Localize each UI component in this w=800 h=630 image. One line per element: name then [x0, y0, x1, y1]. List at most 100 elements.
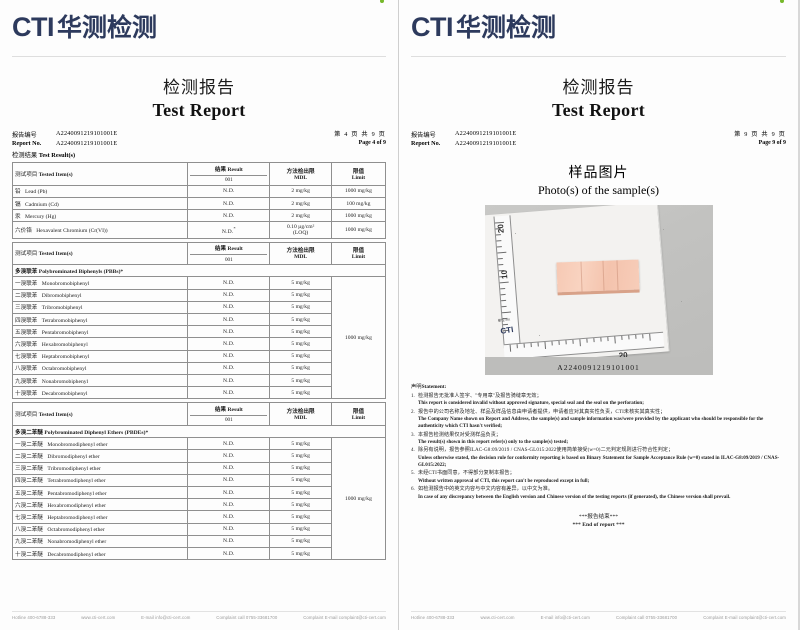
section-title-cn: 样品图片	[568, 166, 629, 182]
item-name-en: Heptabromobiphenyl	[41, 354, 90, 361]
ruler-h-label-20: 20	[617, 350, 628, 358]
item-name-cn: 十溴联苯	[15, 390, 38, 397]
statement-text-cn: 本报告检测结果仅对受测样品负责；	[418, 431, 502, 438]
col-header-mdl: 方法检出限 MDL	[269, 241, 332, 266]
item-name-cn: 九溴二苯醚	[15, 539, 43, 546]
statement-item: 5. 未经CTI书面同意，不得部分复制本报告； Without written …	[411, 470, 786, 484]
item-name-cn: 六价铬	[15, 228, 32, 234]
cell-mdl: 5 mg/kg	[269, 288, 332, 302]
cell-result: N.D.	[187, 510, 271, 524]
item-name-en: Mercury (Hg)	[25, 213, 57, 220]
header-divider	[12, 56, 386, 57]
table-row: 六溴二苯醚 Hexabromodiphenyl ether N.D. 5 mg/…	[11, 498, 386, 512]
statement-item: 2. 报告中的公司名称及地址、样品及样品信息由申请者提供，申请者应对其真实性负责…	[411, 409, 786, 431]
page-title-cn: 检测报告	[163, 78, 235, 97]
cell-item: 三溴联苯 Tribromobiphenyl	[11, 300, 189, 315]
cell-result: N.D.	[187, 461, 271, 475]
cell-result: N.D.	[187, 473, 271, 487]
item-name-en: Tetrabromobiphenyl	[41, 317, 88, 324]
cell-limit: 1000 mg/kg	[330, 221, 387, 239]
table-row: 二溴联苯 Dibromobiphenyl N.D. 5 mg/kg	[11, 288, 386, 302]
cell-result: N.D.	[187, 313, 271, 327]
page-number-cn: 第 4 页 共 9 页	[334, 131, 386, 138]
item-name-cn: 七溴二苯醚	[15, 514, 43, 521]
cell-result: N.D.	[187, 386, 271, 400]
cell-mdl: 0.10 µg/cm² (LOQ)	[269, 221, 332, 239]
footer-website[interactable]: www.cti-cert.com	[480, 615, 515, 620]
cell-item: 六溴二苯醚 Hexabromodiphenyl ether	[11, 498, 189, 512]
item-name-cn: 十溴二苯醚	[15, 551, 43, 558]
footer-website[interactable]: www.cti-cert.com	[81, 615, 116, 620]
footer-complaint-email[interactable]: Complaint E-mail complaint@cti-cert.com	[303, 615, 386, 620]
item-name-en: Nonabromobiphenyl	[41, 378, 89, 385]
table-row: 汞 Mercury (Hg) N.D. 2 mg/kg 1000 mg/kg	[11, 209, 387, 223]
col-header-item-cn: 测试项目	[15, 412, 38, 419]
col-header-limit-en: Limit	[351, 254, 366, 261]
item-name-cn: 八溴二苯醚	[15, 527, 43, 534]
item-name-cn: 镉	[15, 201, 21, 208]
cell-result-value: N.D.	[221, 228, 234, 235]
col-header-result: 结果 Result 001	[187, 402, 271, 427]
footer-email[interactable]: E-mail info@cti-cert.com	[540, 615, 590, 620]
item-name-cn: 二溴二苯醚	[15, 454, 43, 460]
statement-body: 本报告检测结果仅对受测样品负责； The result(s) shown in …	[418, 432, 786, 446]
sample-photograph: 20 10	[484, 205, 713, 358]
page-number-en: Page 9 of 9	[758, 140, 786, 147]
col-header-limit-en: Limit	[351, 415, 366, 422]
statement-item: 3. 本报告检测结果仅对受测样品负责； The result(s) shown …	[411, 432, 786, 446]
cell-mdl: 5 mg/kg	[269, 461, 332, 475]
group-row: 多溴联苯 Polybrominated Biphenyls (PBBs)*	[12, 264, 386, 278]
cell-limit: 100 mg/kg	[330, 197, 387, 211]
statement-text-en: Without written approval of CTI, this re…	[418, 477, 590, 484]
statement-number: 6.	[411, 486, 415, 493]
table-row: 六价铬 Hexavalent Chromium (Cr(VI)) N.D.* 0…	[11, 221, 387, 239]
statement-section: 声明Statement: 1. 检测报告无批准人签字、"专用章"及报告骑缝章无效…	[411, 384, 786, 529]
cell-result: N.D.	[187, 546, 271, 561]
item-name-en: Decabromodiphenyl ether	[47, 551, 106, 558]
item-name-en: Dibromobiphenyl	[41, 293, 82, 300]
item-name-en: Dibromodiphenyl ether	[47, 454, 100, 460]
cell-item: 一溴二苯醚 Monobromodiphenyl ether	[11, 437, 189, 451]
footer-complaint-email[interactable]: Complaint E-mail complaint@cti-cert.com	[703, 615, 786, 620]
table-row: 铅 Lead (Pb) N.D. 2 mg/kg 1000 mg/kg	[11, 184, 387, 199]
footer-divider	[411, 611, 786, 612]
report-no-value-en: A2240091219101001E	[56, 140, 118, 147]
statement-text-en: The Company Name shown on Report and Add…	[418, 415, 764, 429]
table-row: 六溴联苯 Hexabromobiphenyl N.D. 5 mg/kg	[11, 337, 386, 351]
cell-mdl-value: 0.10 µg/cm²	[286, 224, 315, 230]
item-name-en: Decabromobiphenyl	[41, 390, 88, 397]
test-results-label: 检测结果 Test Result(s)	[12, 150, 386, 159]
item-name-cn: 四溴联苯	[15, 317, 38, 324]
results-table-pbdes: 测试项目 Tested Item(s) 结果 Result 001 方法检出限 …	[11, 402, 387, 561]
section-title-en: Photo(s) of the sample(s)	[538, 183, 659, 198]
statement-item: 1. 检测报告无批准人签字、"专用章"及报告骑缝章无效； This report…	[411, 393, 786, 407]
statement-heading-cn: 声明	[411, 384, 422, 391]
cell-result: N.D.	[187, 361, 271, 375]
cell-mdl: 5 mg/kg	[269, 300, 332, 315]
statement-heading-en: Statement:	[421, 384, 447, 391]
group-title-cn: 多溴二苯醚	[15, 429, 43, 436]
table-row: 十溴联苯 Decabromobiphenyl N.D. 5 mg/kg	[11, 386, 386, 400]
report-page-4: CTI 华测检测 检测报告 Test Report 报告编号 A22400912…	[0, 0, 399, 630]
logo-green-dot-icon	[380, 0, 384, 3]
table-row: 四溴联苯 Tetrabromobiphenyl N.D. 5 mg/kg	[11, 313, 386, 327]
cell-limit-shared: 1000 mg/kg	[330, 276, 387, 400]
footer-email[interactable]: E-mail info@cti-cert.com	[141, 615, 191, 620]
cell-item: 十溴联苯 Decabromobiphenyl	[11, 386, 189, 400]
cell-mdl: 5 mg/kg	[269, 276, 332, 290]
col-header-item-cn: 测试项目	[15, 251, 38, 258]
ruler-h-label-10: 10	[548, 356, 558, 357]
ruler-v-label-10: 10	[499, 269, 509, 280]
cell-group-title: 多溴联苯 Polybrominated Biphenyls (PBBs)*	[12, 264, 386, 278]
statement-item: 6. 如检测报告中的英文内容与中文内容有差异，以中文为准。 In case of…	[411, 486, 786, 500]
cell-mdl: 2 mg/kg	[269, 197, 332, 211]
footnote-marker: *	[233, 225, 236, 231]
col-header-limit-cn: 限值	[352, 409, 365, 416]
item-name-cn: 五溴联苯	[15, 329, 38, 336]
report-no-value-en: A2240091219101001E	[455, 140, 517, 147]
cell-mdl: 5 mg/kg	[269, 498, 332, 512]
cell-mdl: 5 mg/kg	[269, 325, 332, 339]
cell-mdl: 5 mg/kg	[269, 361, 332, 375]
report-meta: 报告编号 A2240091219101001E Report No. A2240…	[12, 130, 386, 148]
